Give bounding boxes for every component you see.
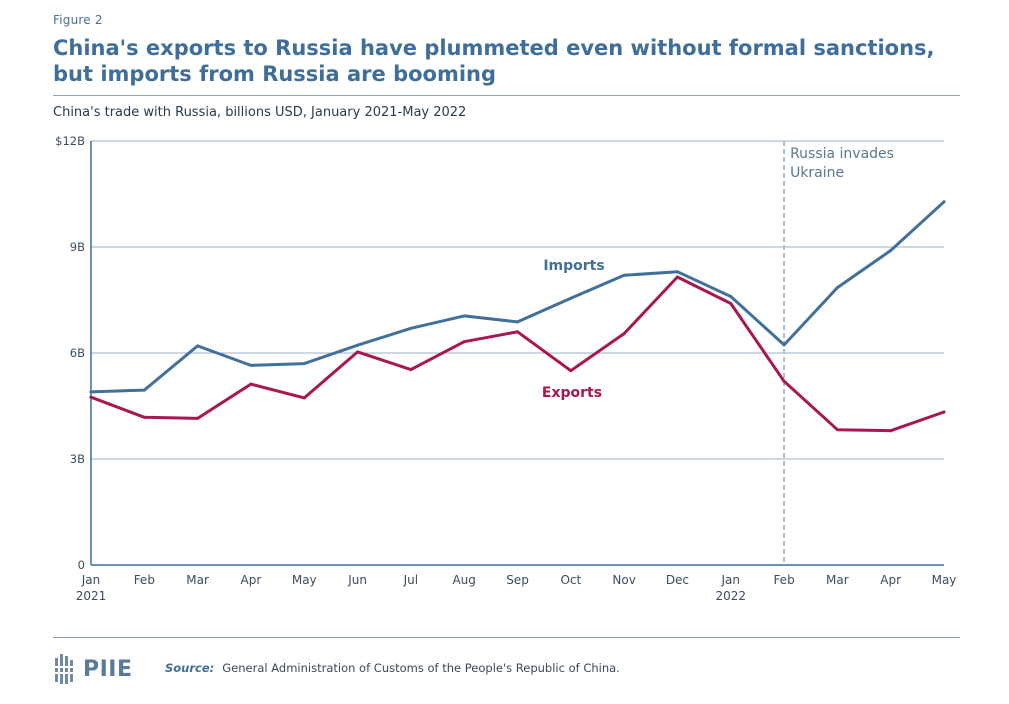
- data-point-imports: [835, 286, 839, 290]
- data-point-imports: [675, 270, 679, 274]
- x-tick-label: Jan: [81, 573, 101, 587]
- x-tick-label: Feb: [134, 573, 155, 587]
- x-tick-label: Oct: [560, 573, 581, 587]
- x-tick-label: Apr: [241, 573, 262, 587]
- piie-logo-icon: [53, 654, 77, 684]
- x-tick-label: Sep: [506, 573, 529, 587]
- x-tick-label: Feb: [773, 573, 794, 587]
- line-chart: 0 3B 6B 9B $12B Jan 2021 Feb Mar Apr May Jun Jul Aug S…: [55, 134, 956, 603]
- data-point-exports: [249, 382, 253, 386]
- y-tick-label: 3B: [70, 452, 85, 466]
- data-point-imports: [942, 200, 946, 204]
- data-point-imports: [889, 249, 893, 253]
- x-tick-label: Mar: [826, 573, 849, 587]
- series-line-imports: [89, 200, 946, 394]
- data-point-exports: [89, 395, 93, 399]
- data-point-imports: [462, 314, 466, 318]
- data-point-imports: [142, 388, 146, 392]
- x-tick-label: Mar: [186, 573, 209, 587]
- x-tick-label: Dec: [666, 573, 689, 587]
- data-point-exports: [889, 429, 893, 433]
- x-tick-label: May: [292, 573, 317, 587]
- annotation-text: Ukraine: [790, 165, 844, 181]
- labels: Imports Exports: [542, 258, 605, 401]
- data-point-exports: [942, 410, 946, 414]
- data-point-exports: [356, 350, 360, 354]
- top-divider: [53, 95, 960, 96]
- series-label-imports: Imports: [543, 258, 604, 274]
- data-point-exports: [142, 415, 146, 419]
- x-tick-year-label: 2021: [76, 589, 107, 603]
- source-text: General Administration of Customs of the…: [222, 661, 620, 675]
- x-tick-label: Jan: [721, 573, 741, 587]
- data-point-imports: [196, 344, 200, 348]
- data-point-imports: [569, 296, 573, 300]
- x-tick-label: Jul: [403, 573, 418, 587]
- y-tick-label: $12B: [55, 134, 85, 148]
- chart-title: China's exports to Russia have plummeted…: [53, 36, 935, 86]
- data-point-imports: [356, 343, 360, 347]
- series: [89, 200, 946, 433]
- logo-text: PIIE: [83, 656, 133, 682]
- axes: 0 3B 6B 9B $12B Jan 2021 Feb Mar Apr May Jun Jul Aug S…: [55, 134, 956, 603]
- data-point-exports: [729, 302, 733, 306]
- data-point-exports: [782, 379, 786, 383]
- x-tick-label: Aug: [452, 573, 475, 587]
- gridlines: [91, 140, 944, 460]
- x-tick-label: Jun: [347, 573, 367, 587]
- annotation: Russia invades Ukraine: [783, 141, 894, 565]
- series-label-exports: Exports: [542, 385, 602, 401]
- footer: PIIE Source: General Administration of Cu…: [53, 648, 960, 688]
- y-tick-label: 0: [78, 558, 85, 572]
- x-tick-label: Apr: [880, 573, 901, 587]
- data-point-imports: [729, 294, 733, 298]
- x-tick-label: May: [932, 573, 957, 587]
- data-point-imports: [622, 273, 626, 277]
- data-point-exports: [196, 416, 200, 420]
- figure-label: Figure 2: [53, 13, 103, 27]
- y-tick-label: 9B: [70, 240, 85, 254]
- data-point-imports: [516, 320, 519, 324]
- data-point-imports: [782, 343, 786, 347]
- data-point-imports: [409, 326, 413, 330]
- data-point-imports: [89, 390, 93, 394]
- data-point-exports: [622, 332, 626, 336]
- bottom-divider: [53, 637, 960, 638]
- data-point-exports: [462, 340, 466, 344]
- source-note: Source: General Administration of Customs…: [165, 661, 620, 675]
- data-point-exports: [835, 428, 839, 432]
- x-tick-label: Nov: [612, 573, 635, 587]
- source-label: Source:: [165, 661, 215, 675]
- piie-logo: PIIE: [53, 652, 133, 686]
- x-tick-year-label: 2022: [715, 589, 746, 603]
- data-point-exports: [516, 330, 519, 334]
- chart-subtitle: China's trade with Russia, billions USD,…: [53, 105, 467, 120]
- data-point-imports: [249, 363, 253, 367]
- data-point-exports: [569, 369, 573, 373]
- y-tick-label: 6B: [70, 346, 85, 360]
- data-point-exports: [409, 368, 413, 372]
- data-point-imports: [302, 362, 306, 366]
- annotation-text: Russia invades: [790, 146, 894, 162]
- data-point-exports: [302, 396, 306, 400]
- data-point-exports: [675, 275, 679, 279]
